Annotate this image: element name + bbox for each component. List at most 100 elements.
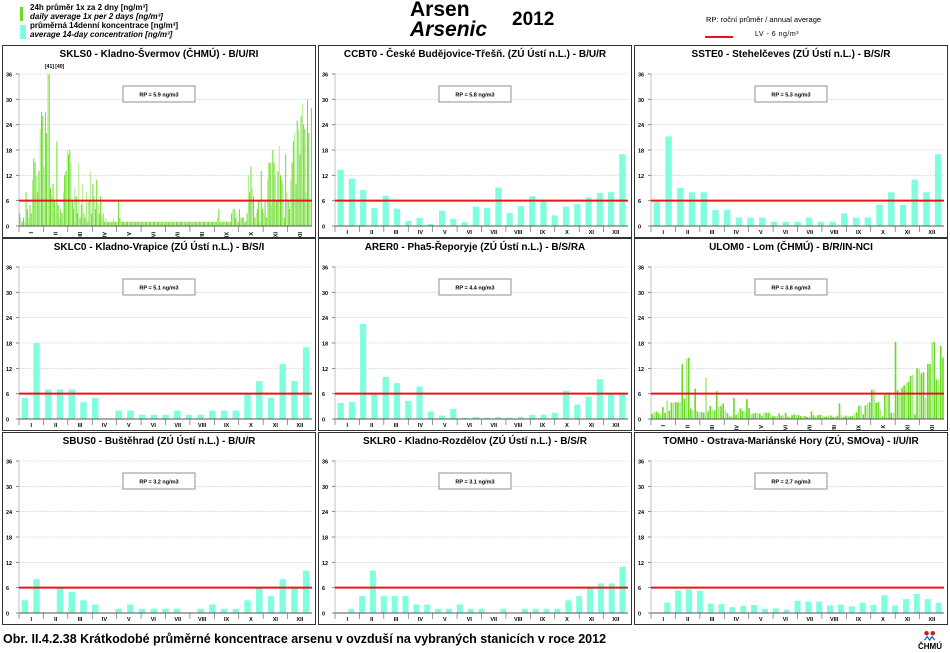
x-tick-label: II <box>370 230 374 236</box>
bar <box>371 208 378 226</box>
bar <box>271 204 273 226</box>
bar <box>137 221 139 226</box>
bar <box>253 196 255 226</box>
bar <box>185 414 193 419</box>
rp-label: RP = 5.9 ng/m3 <box>139 93 178 99</box>
bar <box>794 600 801 613</box>
bar <box>50 188 51 226</box>
bar <box>215 221 217 226</box>
bar <box>664 412 666 419</box>
bar <box>278 145 280 226</box>
bar <box>292 141 294 226</box>
legend-biweekly-cz: průměrná 14denní koncentrace [ng/m³] <box>30 21 179 30</box>
bar <box>718 406 720 419</box>
bar <box>827 605 834 613</box>
x-tick-label: VII <box>174 423 181 429</box>
x-tick-label: VI <box>151 617 157 623</box>
bar <box>688 192 696 226</box>
bar <box>913 594 920 613</box>
chart-svg: CCBT0 - České Budějovice-Třešň. (ZÚ Ústí… <box>322 47 628 236</box>
bar <box>166 221 168 226</box>
bar <box>213 221 215 226</box>
x-tick-label: VII <box>490 230 497 236</box>
bar <box>295 183 297 226</box>
bar <box>21 600 29 613</box>
bar <box>924 397 927 419</box>
y-tick-label: 18 <box>6 149 12 155</box>
bar <box>845 415 847 419</box>
bar <box>57 204 59 226</box>
bar <box>747 217 754 226</box>
chart-title: ARER0 - Pha5-Řeporyje (ZÚ Ústí n.L.) - B… <box>365 240 586 253</box>
bar <box>67 154 69 226</box>
y-tick-label: 12 <box>6 174 12 180</box>
x-tick-label: V <box>759 425 765 429</box>
bar <box>130 221 132 226</box>
chart-svg: ARER0 - Pha5-Řeporyje (ZÚ Ústí n.L.) - B… <box>322 240 628 429</box>
bar <box>467 608 474 613</box>
rp-label: RP = 5.8 ng/m3 <box>455 93 494 99</box>
bar <box>19 213 21 226</box>
bar <box>903 599 910 613</box>
y-tick-label: 24 <box>6 510 13 516</box>
bar <box>881 416 884 419</box>
bar <box>205 221 207 226</box>
bar <box>220 608 228 613</box>
bar <box>715 391 718 419</box>
bar <box>608 583 615 613</box>
x-tick-label: X <box>565 617 569 623</box>
bar <box>672 402 675 419</box>
x-tick-label: IV <box>734 617 740 623</box>
bar <box>585 197 592 226</box>
bar <box>337 169 344 226</box>
rp-legend-text: RP: roční průměr / annual average <box>706 15 822 24</box>
bar <box>871 389 873 419</box>
chart-panel-ccbt0: CCBT0 - České Budějovice-Třešň. (ZÚ Ústí… <box>318 45 632 238</box>
bar <box>359 596 366 613</box>
bar <box>838 403 841 419</box>
bar <box>696 411 699 419</box>
chart-svg: TOMH0 - Ostrava-Mariánské Hory (ZÚ, SMOv… <box>638 434 944 623</box>
bar <box>836 415 839 419</box>
y-tick-label: 36 <box>322 73 328 79</box>
bar <box>138 414 146 419</box>
bar <box>46 133 48 226</box>
bar <box>808 416 811 419</box>
bar <box>115 410 122 419</box>
bar <box>177 221 179 226</box>
x-tick-label: II <box>370 617 374 623</box>
title-czech: Arsen <box>410 0 470 21</box>
bar <box>246 213 248 226</box>
bar <box>391 596 398 613</box>
bar <box>724 410 727 419</box>
bar <box>155 221 157 226</box>
bar <box>770 221 778 226</box>
bar <box>888 192 895 226</box>
bar <box>254 217 256 226</box>
bar <box>677 402 679 419</box>
legend: 24h průměr 1x za 2 dny [ng/m³] daily ave… <box>20 3 178 39</box>
bar <box>782 221 790 226</box>
bar <box>901 387 903 419</box>
bar <box>795 414 798 419</box>
bar <box>881 595 888 613</box>
bar <box>772 608 779 613</box>
bar <box>310 107 312 226</box>
y-tick-label: 30 <box>638 485 644 491</box>
y-tick-label: 6 <box>638 199 641 205</box>
bar <box>103 221 105 226</box>
y-tick-label: 18 <box>638 536 644 542</box>
bar <box>220 410 228 419</box>
bar <box>847 416 849 419</box>
bar <box>91 604 99 613</box>
chart-title: SKLR0 - Kladno-Rozdělov (ZÚ Ústí n.L.) -… <box>363 434 588 447</box>
bar <box>685 589 692 613</box>
x-tick-label: IX <box>540 230 546 236</box>
x-tick-label: IV <box>418 230 424 236</box>
x-tick-label: III <box>710 230 715 236</box>
bar <box>156 221 158 226</box>
chmu-logo-text: ČHMÚ <box>918 642 942 651</box>
bar <box>674 402 677 419</box>
y-tick-label: 6 <box>6 586 9 592</box>
bar <box>778 413 780 419</box>
